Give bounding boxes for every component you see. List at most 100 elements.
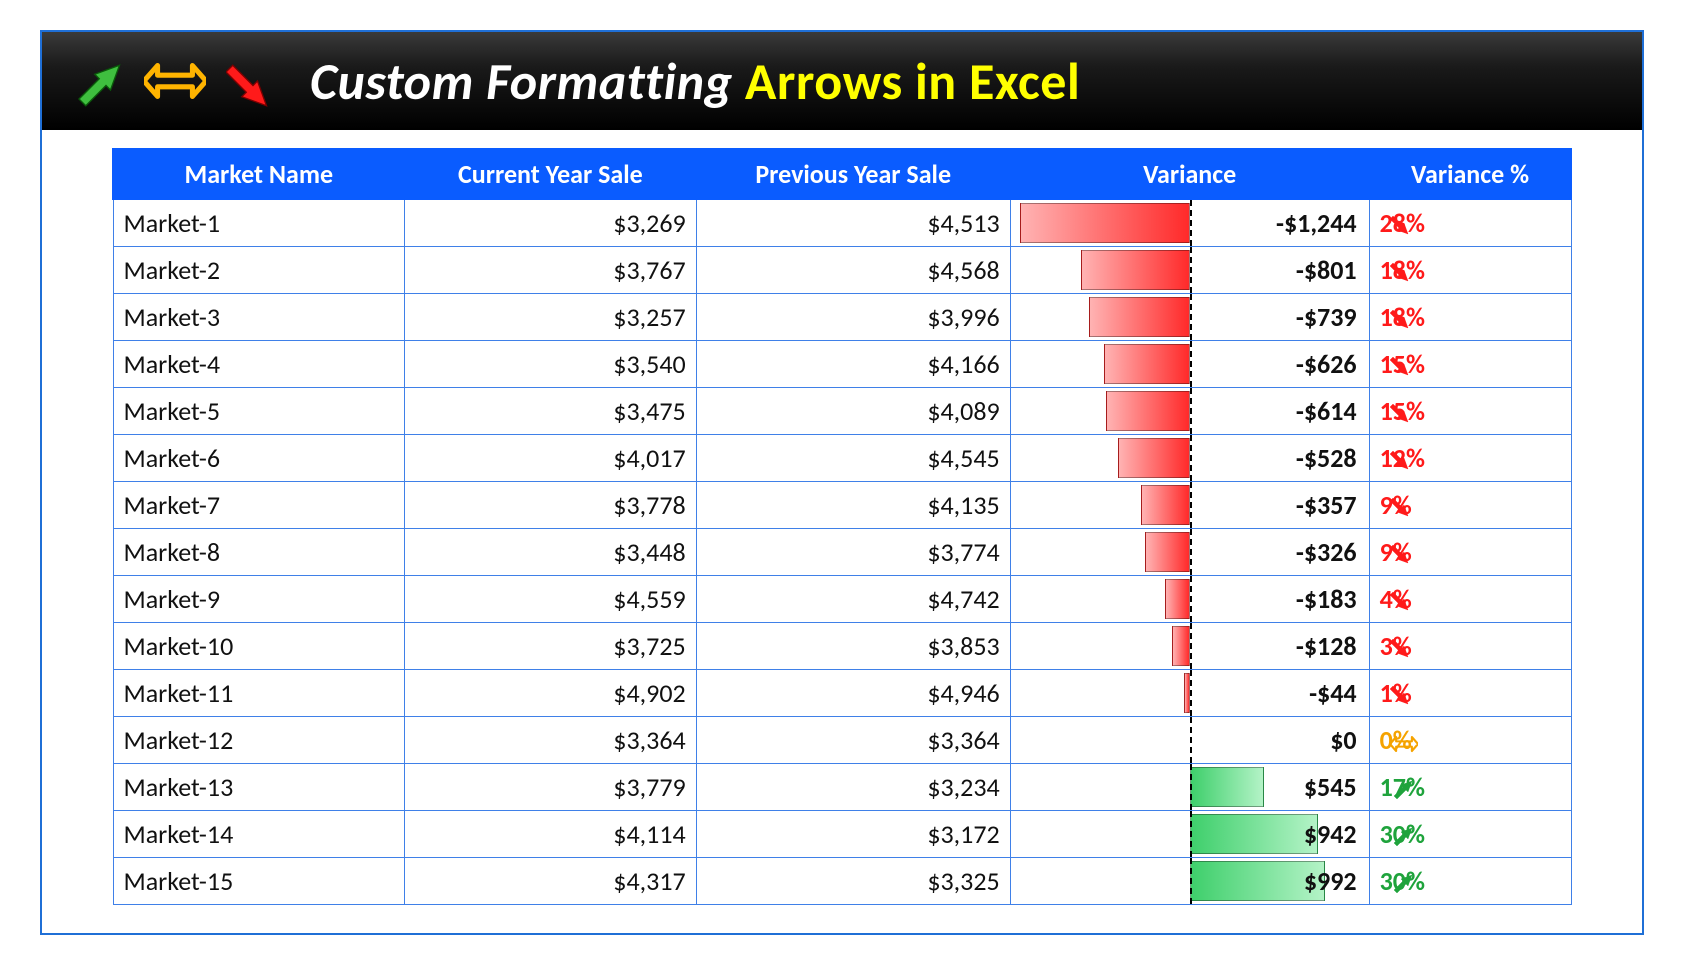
cell-variance: -$357 [1010, 482, 1369, 529]
arrow-up-icon [1390, 775, 1414, 799]
data-table: Market Name Current Year Sale Previous Y… [112, 148, 1572, 905]
cell-current: $3,448 [405, 529, 697, 576]
cell-current: $3,475 [405, 388, 697, 435]
variance-center-line [1190, 341, 1192, 387]
cell-variance-pct: 9% [1369, 529, 1571, 576]
cell-current: $4,559 [405, 576, 697, 623]
table-row: Market-2$3,767$4,568-$80118% [113, 247, 1571, 294]
variance-center-line [1190, 576, 1192, 622]
cell-variance-pct: 9% [1369, 482, 1571, 529]
cell-variance: $0 [1010, 717, 1369, 764]
arrow-down-icon [1390, 305, 1414, 329]
cell-market-name: Market-8 [113, 529, 405, 576]
table-row: Market-14$4,114$3,172$94230% [113, 811, 1571, 858]
table-row: Market-5$3,475$4,089-$61415% [113, 388, 1571, 435]
cell-variance: -$326 [1010, 529, 1369, 576]
arrow-down-icon [1390, 352, 1414, 376]
cell-variance-pct: 1% [1369, 670, 1571, 717]
table-row: Market-12$3,364$3,364$00% [113, 717, 1571, 764]
table-row: Market-15$4,317$3,325 $992 30% [113, 858, 1571, 905]
variance-center-line [1190, 294, 1192, 340]
variance-center-line [1190, 200, 1192, 246]
table-row: Market-6$4,017$4,545-$52812% [113, 435, 1571, 482]
variance-value: -$528 [1296, 442, 1357, 474]
cell-variance-pct: 4% [1369, 576, 1571, 623]
arrow-up-icon [70, 54, 124, 108]
variance-value: $992 [1304, 865, 1357, 897]
cell-variance: -$739 [1010, 294, 1369, 341]
cell-current: $3,269 [405, 199, 697, 247]
col-header-variance: Variance [1010, 149, 1369, 199]
cell-previous: $4,089 [696, 388, 1010, 435]
cell-variance: -$128 [1010, 623, 1369, 670]
cell-variance-pct: 28% [1369, 199, 1571, 247]
cell-current: $3,778 [405, 482, 697, 529]
cell-variance-pct: 30% [1369, 858, 1571, 905]
variance-value: -$739 [1296, 301, 1357, 333]
cell-variance-pct: 3% [1369, 623, 1571, 670]
arrow-down-icon [1390, 211, 1414, 235]
cell-variance: -$44 [1010, 670, 1369, 717]
cell-current: $3,725 [405, 623, 697, 670]
cell-previous: $3,364 [696, 717, 1010, 764]
table-row: Market-13$3,779$3,234 $545 17% [113, 764, 1571, 811]
variance-value: -$626 [1296, 348, 1357, 380]
cell-variance: -$614 [1010, 388, 1369, 435]
cell-variance: -$1,244 [1010, 199, 1369, 247]
cell-current: $4,317 [405, 858, 697, 905]
cell-market-name: Market-4 [113, 341, 405, 388]
variance-center-line [1190, 811, 1192, 857]
variance-center-line [1190, 858, 1192, 904]
title-part2: Arrows in Excel [745, 49, 1080, 113]
cell-current: $3,779 [405, 764, 697, 811]
title-icon-group [70, 54, 280, 108]
table-row: Market-3$3,257$3,996-$73918% [113, 294, 1571, 341]
cell-previous: $4,946 [696, 670, 1010, 717]
col-header-previous: Previous Year Sale [696, 149, 1010, 199]
cell-variance: $942 [1010, 811, 1369, 858]
variance-value: -$357 [1296, 489, 1357, 521]
cell-variance-pct: 17% [1369, 764, 1571, 811]
col-header-variance-pct: Variance % [1369, 149, 1571, 199]
cell-market-name: Market-15 [113, 858, 405, 905]
title-bar: Custom Formatting Arrows in Excel [42, 32, 1642, 130]
variance-center-line [1190, 764, 1192, 810]
arrow-down-icon [1390, 634, 1414, 658]
cell-current: $3,540 [405, 341, 697, 388]
cell-market-name: Market-13 [113, 764, 405, 811]
cell-variance-pct: 12% [1369, 435, 1571, 482]
table-row: Market-7$3,778$4,135-$3579% [113, 482, 1571, 529]
arrow-down-icon [1390, 681, 1414, 705]
cell-current: $3,257 [405, 294, 697, 341]
arrow-down-icon [1390, 540, 1414, 564]
variance-value: -$183 [1296, 583, 1357, 615]
cell-current: $3,767 [405, 247, 697, 294]
arrow-down-icon [1390, 493, 1414, 517]
cell-current: $4,114 [405, 811, 697, 858]
cell-market-name: Market-1 [113, 199, 405, 247]
title-text: Custom Formatting Arrows in Excel [310, 49, 1080, 113]
cell-previous: $3,325 [696, 858, 1010, 905]
cell-market-name: Market-12 [113, 717, 405, 764]
cell-previous: $3,234 [696, 764, 1010, 811]
table-header-row: Market Name Current Year Sale Previous Y… [113, 149, 1571, 199]
table-row: Market-4$3,540$4,166-$62615% [113, 341, 1571, 388]
cell-previous: $4,545 [696, 435, 1010, 482]
cell-previous: $3,774 [696, 529, 1010, 576]
canvas: Custom Formatting Arrows in Excel Market… [0, 0, 1684, 973]
variance-value: $545 [1304, 771, 1357, 803]
outer-frame: Custom Formatting Arrows in Excel Market… [40, 30, 1644, 935]
variance-center-line [1190, 388, 1192, 434]
cell-current: $4,017 [405, 435, 697, 482]
variance-value: -$614 [1296, 395, 1357, 427]
variance-value: -$44 [1309, 677, 1357, 709]
variance-value: -$128 [1296, 630, 1357, 662]
cell-variance-pct: 30% [1369, 811, 1571, 858]
arrow-up-icon [1390, 822, 1414, 846]
arrow-down-icon [1390, 587, 1414, 611]
cell-current: $3,364 [405, 717, 697, 764]
arrow-down-icon [1390, 258, 1414, 282]
variance-center-line [1190, 435, 1192, 481]
table-wrap: Market Name Current Year Sale Previous Y… [42, 130, 1642, 933]
cell-current: $4,902 [405, 670, 697, 717]
